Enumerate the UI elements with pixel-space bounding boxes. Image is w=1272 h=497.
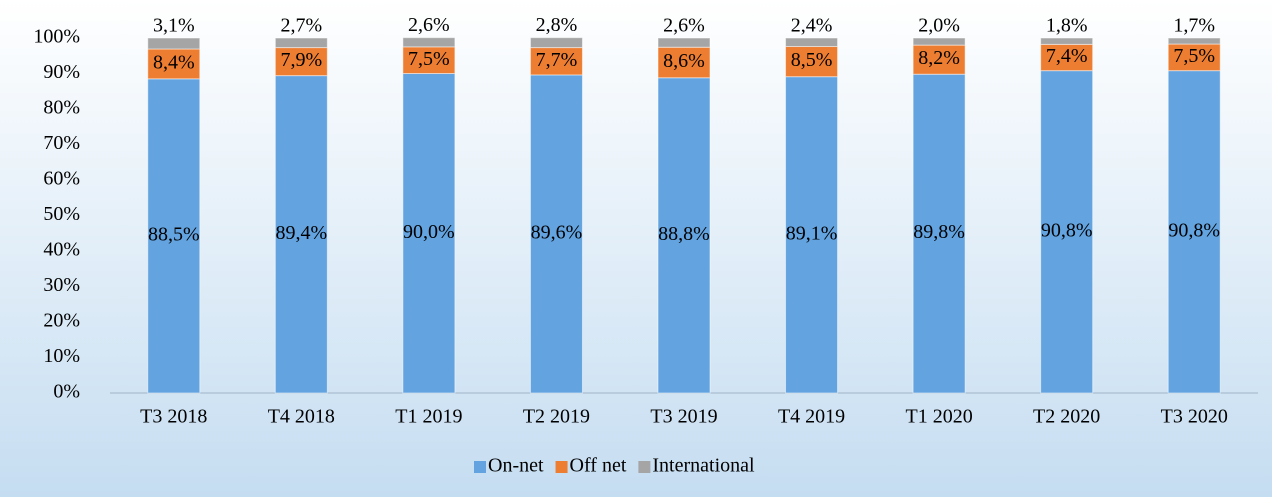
data-label: 7,9%: [280, 49, 322, 71]
data-label: 8,6%: [663, 50, 705, 72]
y-tick-label: 50%: [43, 203, 80, 225]
bar-segment: [529, 37, 583, 49]
bar-segment: [147, 48, 201, 80]
x-tick-label: T1 2019: [395, 406, 462, 428]
data-label: 7,5%: [1173, 45, 1215, 67]
x-tick-label: T1 2020: [906, 406, 973, 428]
bar-segment: [274, 47, 328, 77]
data-label: 3,1%: [153, 15, 195, 37]
data-label: 2,4%: [791, 15, 833, 37]
y-tick-label: 100%: [33, 26, 80, 48]
data-label: 7,4%: [1046, 45, 1088, 67]
bar-segment: [529, 47, 583, 76]
y-tick-label: 10%: [43, 345, 80, 367]
bar-segment: [402, 37, 456, 48]
y-tick-label: 60%: [43, 168, 80, 190]
bar-segment: [529, 74, 583, 394]
bar-segment: [657, 77, 711, 394]
x-tick-label: T3 2020: [1161, 406, 1228, 428]
bar-segment: [402, 46, 456, 74]
y-tick-label: 80%: [43, 97, 80, 119]
data-label: 7,7%: [536, 49, 578, 71]
legend-label: On-net: [488, 455, 544, 477]
y-tick-label: 0%: [53, 381, 80, 403]
data-label: 2,8%: [536, 14, 578, 36]
y-tick-label: 40%: [43, 239, 80, 261]
data-label: 1,8%: [1046, 15, 1088, 37]
bar-segment: [147, 37, 201, 50]
y-tick-label: 30%: [43, 274, 80, 296]
legend-label: Off net: [570, 455, 627, 477]
bar-segment: [1167, 43, 1221, 72]
x-tick-label: T4 2019: [778, 406, 845, 428]
bar-segment: [274, 37, 328, 49]
data-label: 88,5%: [148, 224, 200, 246]
bar-segment: [912, 37, 966, 46]
bar-segment: [785, 46, 839, 78]
x-tick-label: T2 2020: [1033, 406, 1100, 428]
bar-segment: [912, 73, 966, 394]
legend-swatch: [474, 461, 486, 473]
data-label: 88,8%: [658, 223, 710, 245]
x-tick-label: T2 2019: [523, 406, 590, 428]
data-label: 1,7%: [1173, 15, 1215, 37]
data-label: 90,8%: [1041, 219, 1093, 241]
bar-segment: [1167, 70, 1221, 394]
data-label: 90,0%: [403, 221, 455, 243]
legend-swatch: [555, 461, 568, 473]
bar-segment: [1167, 37, 1221, 45]
x-tick-label: T4 2018: [268, 406, 335, 428]
bar-segment: [1040, 70, 1094, 394]
bar-segment: [147, 78, 201, 394]
data-label: 2,0%: [918, 15, 960, 37]
data-label: 2,7%: [280, 15, 322, 37]
x-tick-label: T3 2019: [650, 406, 717, 428]
y-tick-label: 70%: [43, 132, 80, 154]
data-label: 89,1%: [786, 222, 838, 244]
legend-swatch: [638, 461, 651, 473]
data-label: 2,6%: [663, 15, 705, 37]
y-tick-label: 90%: [43, 61, 80, 83]
data-label: 89,6%: [531, 222, 583, 244]
bar-segment: [274, 75, 328, 394]
x-tick-label: T3 2018: [140, 406, 207, 428]
data-label: 8,5%: [791, 49, 833, 71]
data-label: 8,2%: [918, 47, 960, 69]
bar-segment: [785, 37, 839, 48]
bar-segment: [657, 37, 711, 48]
data-label: 90,8%: [1168, 219, 1220, 241]
legend-label: International: [652, 455, 755, 477]
y-tick-label: 20%: [43, 310, 80, 332]
data-label: 89,8%: [913, 221, 965, 243]
bar-segment: [1040, 43, 1094, 72]
bar-segment: [785, 76, 839, 394]
data-label: 89,4%: [275, 222, 327, 244]
data-label: 8,4%: [153, 52, 195, 74]
data-label: 2,6%: [408, 14, 450, 36]
bar-segment: [402, 73, 456, 394]
bar-segment: [1040, 37, 1094, 45]
data-label: 7,5%: [408, 48, 450, 70]
